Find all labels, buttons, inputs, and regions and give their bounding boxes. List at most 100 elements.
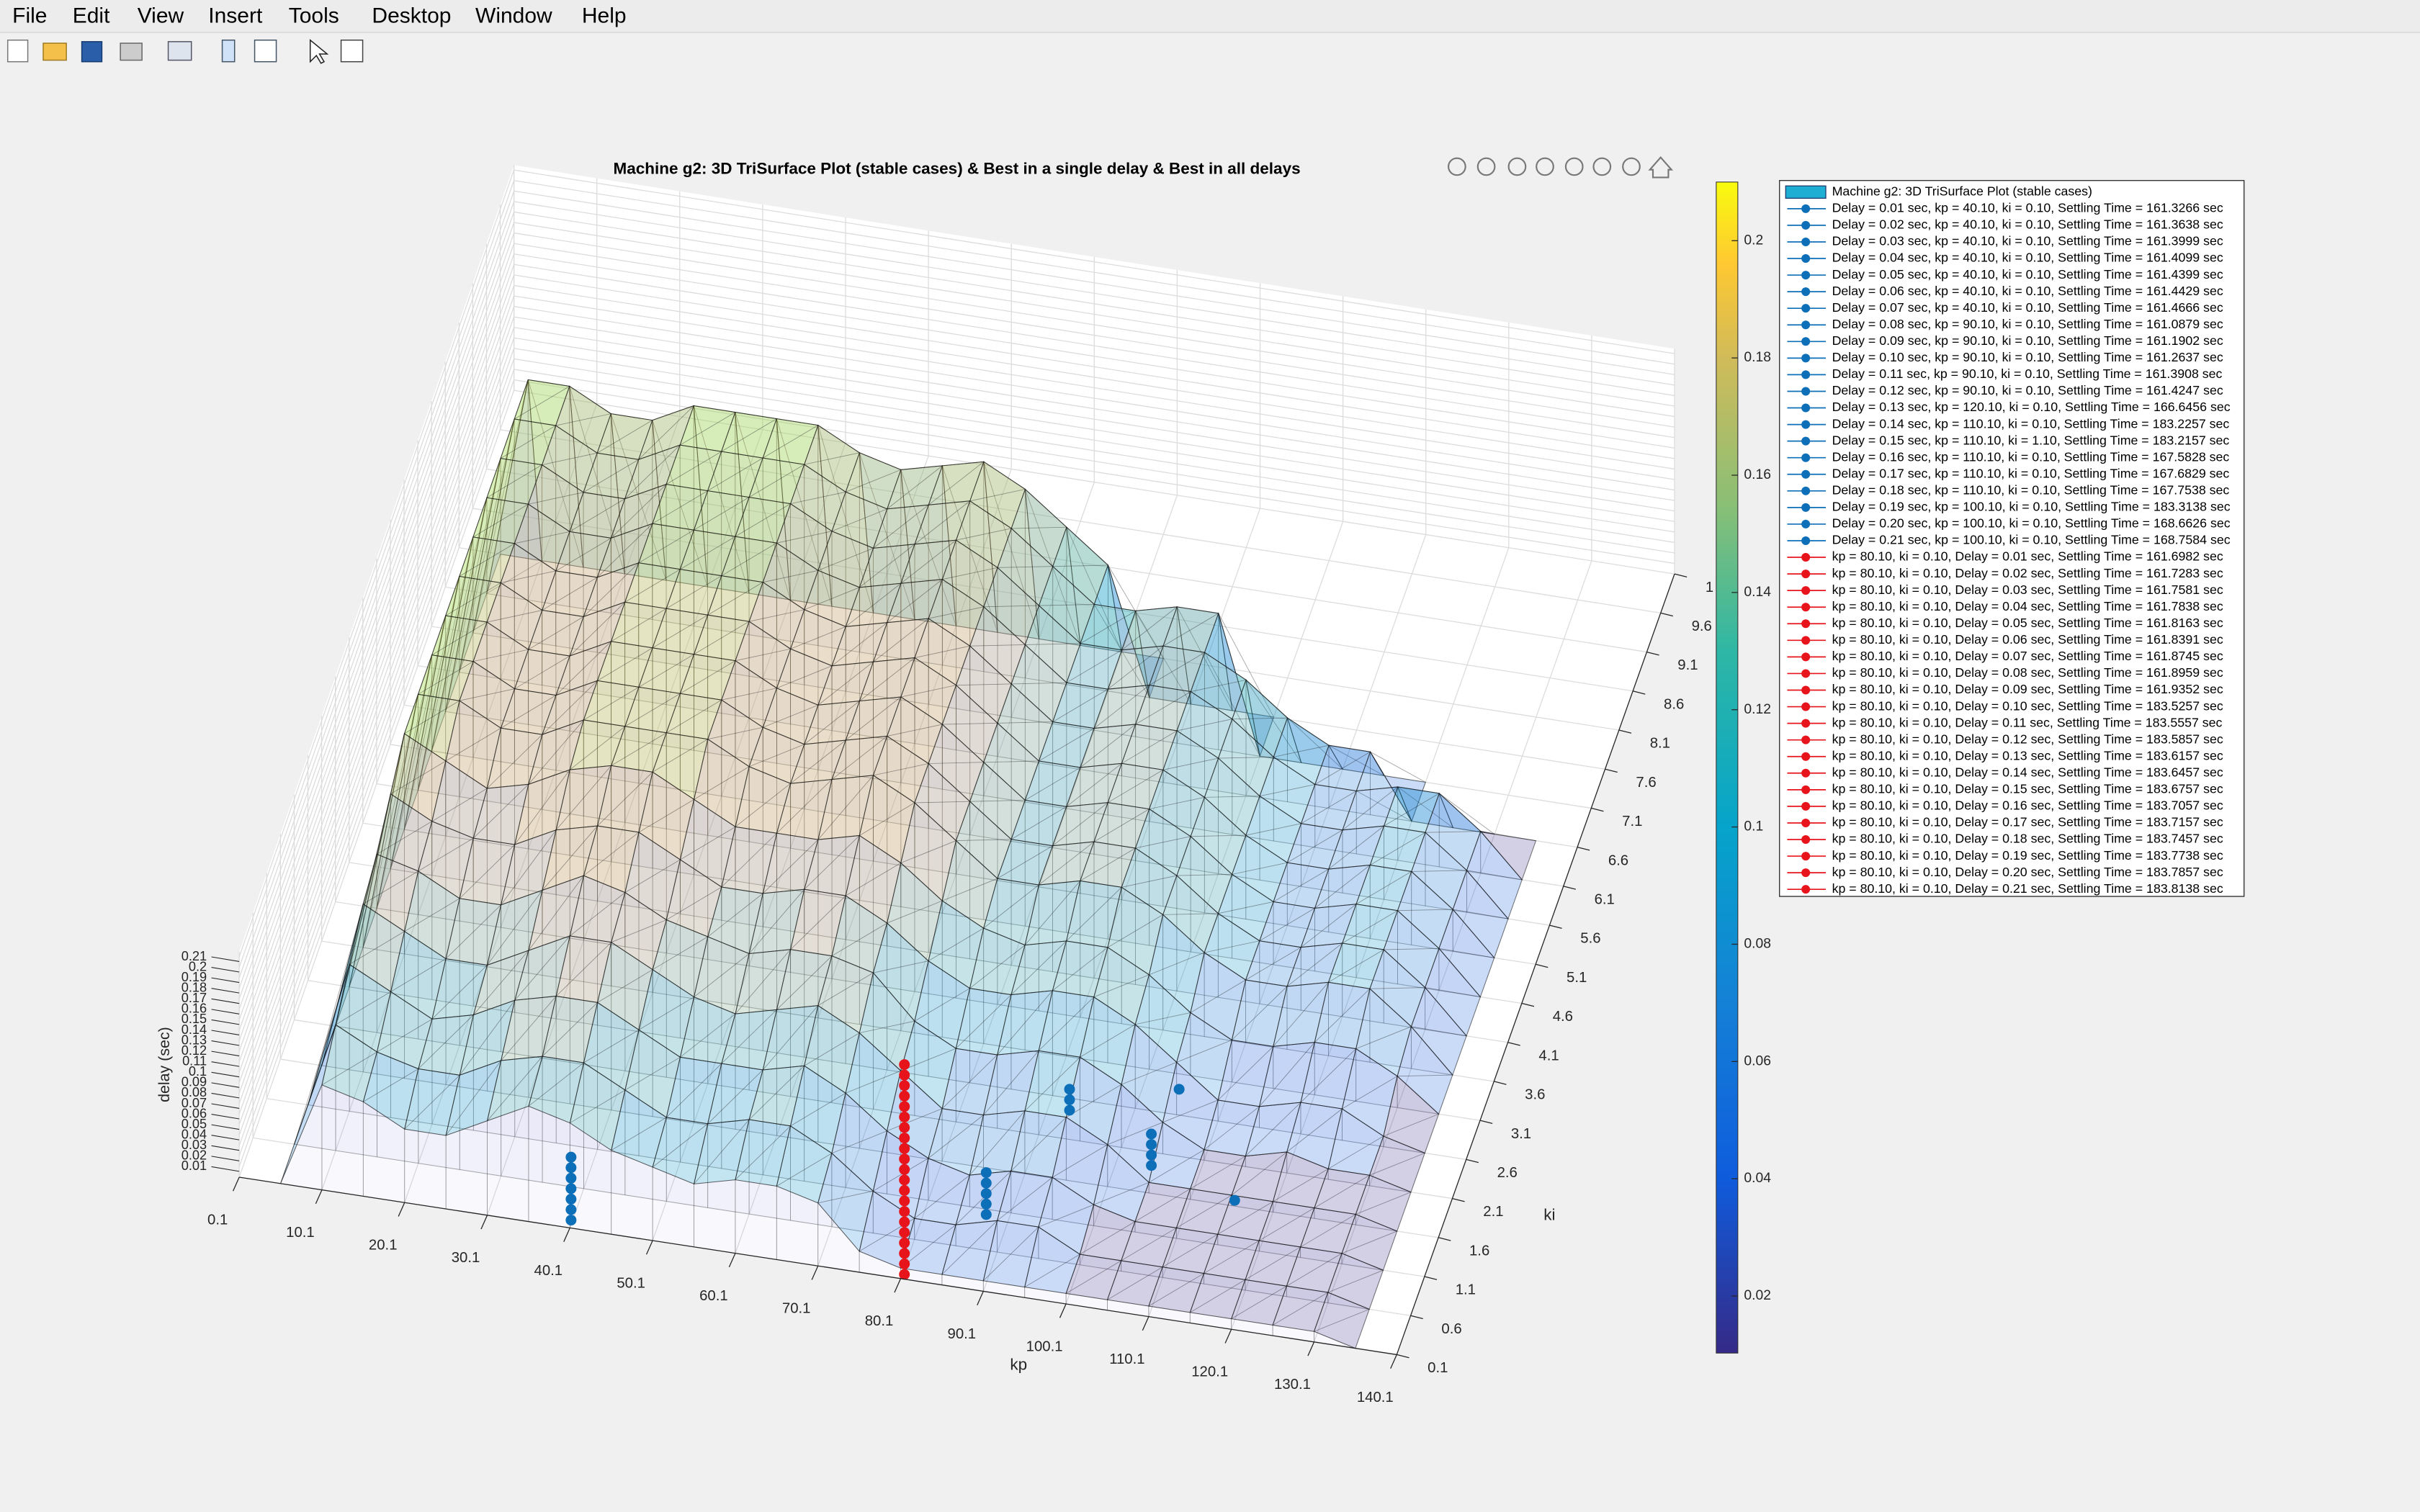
surface-edge (542, 577, 598, 611)
surface-edge (873, 1158, 929, 1192)
surface-edge (1176, 1194, 1232, 1228)
legend-entry: kp = 80.10, ki = 0.10, Delay = 0.18 sec,… (1832, 832, 2223, 846)
rotate-icon[interactable] (1536, 157, 1554, 176)
surface-edge (514, 386, 570, 420)
delay-tick (211, 1124, 240, 1130)
surface-edge (418, 837, 474, 872)
surface-edge (983, 1050, 1039, 1115)
surface-edge (1328, 949, 1384, 983)
surface-edge (804, 835, 860, 890)
print-icon[interactable] (120, 42, 143, 61)
menu-item[interactable]: Desktop (372, 4, 451, 27)
surface-edge (1466, 870, 1523, 881)
kp-tick (811, 1265, 819, 1280)
pointer-icon[interactable] (309, 39, 329, 64)
ki-tick-label: 7.6 (1636, 775, 1656, 791)
surface-edge (377, 1018, 433, 1053)
delay-tick-label: 0.07 (182, 1096, 207, 1110)
surface-edge (1107, 1122, 1163, 1146)
surface-edge (887, 724, 943, 737)
surface-edge (762, 425, 819, 459)
delay-tick (211, 1082, 240, 1088)
surface-edge (887, 465, 943, 510)
legend-icon[interactable] (254, 39, 277, 63)
surface-edge (1080, 847, 1136, 881)
surface-edge (514, 769, 570, 845)
legend-marker (1801, 719, 1811, 728)
colorbar-tick-label: 0.08 (1744, 937, 1771, 952)
export-icon[interactable] (1448, 157, 1466, 176)
surface-edge (914, 500, 970, 545)
brush-icon[interactable] (1476, 157, 1496, 176)
new-icon[interactable] (6, 39, 29, 63)
menu-item[interactable]: Insert (208, 4, 263, 27)
menu-item[interactable]: View (138, 4, 184, 27)
surface-edge (941, 1054, 998, 1110)
ki-tick-label: 7.1 (1622, 814, 1642, 829)
best-single-delay-marker (1146, 1160, 1157, 1171)
surface-edge (790, 739, 846, 784)
legend-entry: Delay = 0.03 sec, kp = 40.10, ki = 0.10,… (1832, 234, 2223, 248)
menu-item[interactable]: Tools (289, 4, 339, 27)
link-icon[interactable] (167, 41, 192, 61)
surface-edge (1121, 1061, 1177, 1085)
legend-marker (1801, 354, 1811, 363)
kp-tick-label: 50.1 (617, 1275, 645, 1291)
surface-edge (666, 575, 722, 609)
legend-entry: Delay = 0.06 sec, kp = 40.10, ki = 0.10,… (1832, 284, 2223, 298)
legend-entry: Delay = 0.01 sec, kp = 40.10, ki = 0.10,… (1832, 201, 2223, 215)
surface-edge (624, 444, 681, 500)
property-icon[interactable] (340, 39, 364, 63)
datatip-icon[interactable] (1507, 157, 1527, 176)
legend-entry: kp = 80.10, ki = 0.10, Delay = 0.21 sec,… (1832, 881, 2223, 896)
zoom-in-icon[interactable] (1592, 157, 1612, 176)
surface-edge (501, 695, 557, 729)
floor-grid-line (514, 390, 1675, 575)
ki-tick (1660, 612, 1674, 617)
surface-edge (1190, 979, 1246, 1013)
pan-icon[interactable] (1564, 157, 1584, 176)
surface-edge (555, 765, 612, 831)
ki-tick-label: 1.6 (1469, 1243, 1489, 1259)
surface-edge (873, 618, 929, 662)
surface-edge (1162, 1233, 1219, 1268)
floor-grid-line (362, 822, 1522, 1004)
legend-entry: Delay = 0.08 sec, kp = 90.10, ki = 0.10,… (1832, 317, 2223, 331)
surface-edge (1024, 1056, 1080, 1112)
zoom-out-icon[interactable] (1622, 157, 1641, 176)
kp-tick-label: 0.1 (207, 1212, 228, 1228)
menu-item[interactable]: Edit (73, 4, 110, 27)
ki-tick (1438, 1237, 1451, 1241)
delay-tick-label: 0.17 (182, 991, 207, 1005)
legend-entry: kp = 80.10, ki = 0.10, Delay = 0.17 sec,… (1832, 815, 2223, 829)
surface-edge (624, 1056, 681, 1091)
colorbar-icon[interactable] (221, 39, 236, 63)
legend-entry: Delay = 0.19 sec, kp = 100.10, ki = 0.10… (1832, 500, 2231, 514)
best-single-delay-marker (565, 1151, 577, 1163)
home-icon[interactable] (1648, 156, 1674, 179)
surface-edge (928, 461, 985, 505)
surface-edge (486, 464, 542, 498)
legend-entry: kp = 80.10, ki = 0.10, Delay = 0.16 sec,… (1832, 798, 2223, 813)
surface-edge (859, 452, 915, 620)
menu-item[interactable]: Help (582, 4, 627, 27)
save-icon[interactable] (81, 41, 103, 63)
surface-edge (1011, 682, 1067, 685)
open-icon[interactable] (42, 42, 67, 61)
kp-tick (728, 1253, 736, 1268)
legend-marker (1801, 785, 1811, 794)
surface-edge (1066, 887, 1122, 942)
wall-grid-line (238, 169, 515, 958)
surface-edge (1149, 796, 1205, 810)
surface-edge (403, 576, 460, 830)
delay-tick (211, 1166, 240, 1172)
menu-item[interactable]: File (12, 4, 47, 27)
surface-edge (859, 544, 915, 588)
menu-item[interactable]: Window (475, 4, 552, 27)
surface-edge (624, 693, 681, 727)
surface-edge (969, 799, 1026, 802)
legend-marker (1801, 586, 1811, 595)
surface-edge (1369, 1153, 1425, 1176)
surface-edge (707, 726, 763, 740)
surface-edge (1232, 862, 1288, 875)
